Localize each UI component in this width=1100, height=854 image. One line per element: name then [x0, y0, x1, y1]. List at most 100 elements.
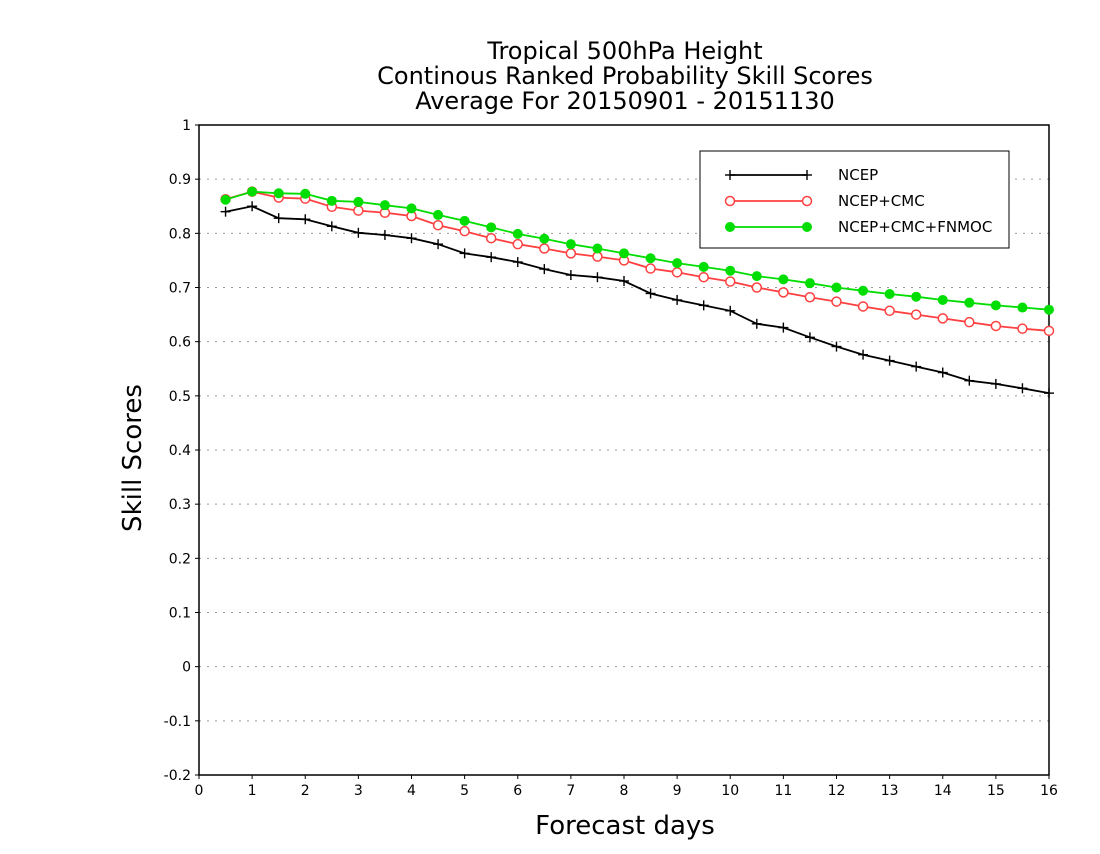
legend-marker-left-0 — [725, 170, 735, 180]
series-0 — [220, 201, 1054, 399]
series-0-point-23 — [831, 341, 842, 352]
series-2-point-2 — [273, 188, 284, 199]
y-axis-title: Skill Scores — [118, 384, 148, 532]
series-2-point-1 — [247, 186, 258, 197]
series-2-point-7 — [406, 203, 417, 214]
x-tick-label-8: 8 — [620, 783, 629, 799]
legend-marker-left-2 — [725, 222, 735, 232]
series-2-point-25 — [884, 289, 895, 299]
series-1-point-24 — [857, 301, 869, 312]
legend-box — [699, 150, 1010, 249]
series-2 — [220, 186, 1054, 315]
series-2-point-10 — [486, 222, 497, 233]
legend: NCEP NCEP+CMC NCEP+CMC+FNMOC — [699, 150, 1010, 249]
legend-label-2: NCEP+CMC+FNMOC — [838, 218, 992, 236]
series-0-point-27 — [937, 367, 948, 378]
series-2-point-23 — [831, 282, 842, 293]
series-0-point-1 — [247, 201, 258, 212]
series-0-point-26 — [911, 361, 922, 372]
chart-title-line-2: Continous Ranked Probability Skill Score… — [377, 62, 873, 90]
series-1-point-17 — [671, 267, 683, 278]
chart-title: Tropical 500hPa Height Continous Ranked … — [377, 37, 873, 115]
series-0-point-2 — [273, 213, 284, 224]
legend-item-1: NCEP+CMC — [724, 192, 925, 210]
series-0-point-6 — [379, 229, 390, 240]
x-tick-label-0: 0 — [195, 783, 204, 799]
series-1-point-29 — [990, 320, 1002, 332]
series-1-point-16 — [645, 263, 656, 274]
series-1-point-12 — [539, 243, 550, 254]
series-1-point-19 — [725, 276, 736, 287]
series-0-point-21 — [778, 322, 789, 333]
series-0-point-10 — [486, 252, 497, 263]
x-tick-label-10: 10 — [721, 783, 739, 799]
grid-lines — [199, 178, 1049, 722]
series-0-point-28 — [964, 375, 975, 386]
series-0-point-14 — [592, 272, 603, 283]
series-2-point-30 — [1017, 302, 1028, 313]
series-0-point-0 — [220, 206, 231, 217]
x-tick-label-11: 11 — [774, 783, 792, 799]
series-2-point-28 — [964, 297, 975, 308]
series-1-point-31 — [1043, 325, 1055, 337]
x-tick-label-3: 3 — [354, 783, 363, 799]
series-2-point-12 — [539, 233, 550, 244]
series-1-point-21 — [778, 287, 789, 298]
y-tick-label-8: 0.6 — [169, 335, 191, 351]
x-tick-label-16: 16 — [1040, 783, 1058, 799]
x-tick-label-1: 1 — [248, 783, 257, 799]
legend-marker-right-1 — [801, 195, 813, 207]
series-0-point-19 — [725, 305, 736, 316]
series-0-point-17 — [672, 294, 683, 305]
series-2-point-11 — [512, 228, 523, 239]
legend-marker-right-2 — [802, 222, 812, 232]
series-2-point-8 — [433, 209, 444, 220]
series-1-point-5 — [353, 205, 364, 216]
series-2-point-22 — [804, 278, 815, 289]
series-2-point-31 — [1044, 304, 1054, 315]
series-0-point-13 — [565, 270, 576, 281]
y-tick-label-4: 0.2 — [169, 551, 191, 567]
y-tick-label-6: 0.4 — [169, 443, 191, 459]
legend-items: NCEP NCEP+CMC NCEP+CMC+FNMOC — [724, 166, 992, 236]
series-0-point-31 — [1044, 388, 1054, 399]
series-1-point-10 — [485, 232, 497, 244]
x-tick-label-2: 2 — [301, 783, 310, 799]
x-tick-label-9: 9 — [673, 783, 682, 799]
series-0-point-9 — [459, 248, 470, 259]
series-0-point-30 — [1017, 383, 1028, 394]
series-2-point-26 — [911, 291, 922, 302]
x-axis-ticks: 0 1 2 3 4 5 6 7 8 9 10 11 12 13 14 15 16 — [195, 775, 1058, 799]
series-0-point-16 — [645, 288, 656, 299]
series-2-point-5 — [353, 196, 364, 207]
y-tick-label-3: 0.1 — [169, 606, 191, 622]
series-1-point-26 — [910, 309, 922, 320]
series-0-point-22 — [804, 332, 815, 343]
series-2-point-9 — [459, 215, 470, 226]
legend-marker-left-1 — [724, 195, 736, 207]
chart-title-line-1: Tropical 500hPa Height — [486, 37, 762, 65]
series-1-point-18 — [698, 271, 709, 283]
y-tick-label-1: -0.1 — [164, 714, 191, 730]
y-tick-label-11: 0.9 — [169, 172, 191, 188]
series-1-point-11 — [512, 238, 523, 250]
x-axis-title: Forecast days — [535, 811, 715, 841]
series-layer — [220, 186, 1055, 399]
series-0-point-29 — [990, 378, 1001, 389]
series-0-point-11 — [512, 257, 523, 268]
x-tick-label-15: 15 — [987, 783, 1005, 799]
series-2-point-16 — [645, 253, 656, 264]
series-2-point-24 — [858, 285, 869, 296]
series-1-point-20 — [751, 282, 763, 293]
series-2-point-18 — [698, 261, 709, 272]
y-tick-label-0: -0.2 — [164, 768, 191, 784]
x-tick-label-5: 5 — [460, 783, 469, 799]
x-tick-label-14: 14 — [934, 783, 952, 799]
series-2-point-17 — [672, 258, 683, 269]
x-tick-label-4: 4 — [407, 783, 416, 799]
series-1-point-28 — [964, 316, 975, 328]
series-0-point-4 — [326, 221, 337, 232]
series-2-point-27 — [937, 294, 948, 305]
